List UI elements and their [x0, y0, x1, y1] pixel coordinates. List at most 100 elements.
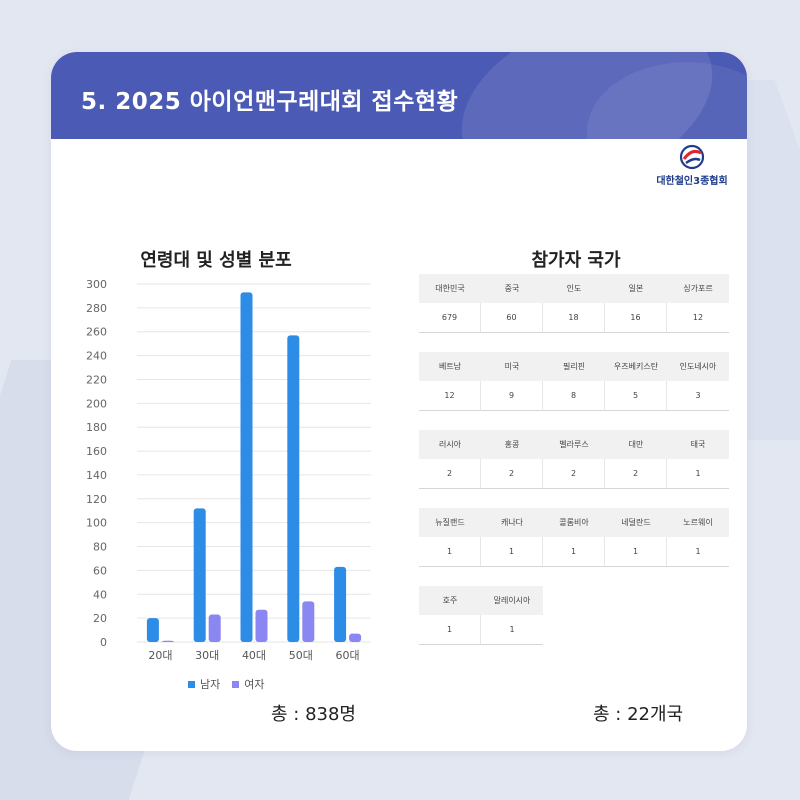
country-name-row: 대한민국 중국 인도 일본 싱가포르 — [419, 274, 730, 303]
y-tick-label: 220 — [86, 373, 107, 386]
country-count: 1 — [419, 537, 481, 567]
y-tick-label: 180 — [86, 421, 107, 434]
bar-female-4 — [349, 633, 362, 642]
country-count: 679 — [419, 303, 481, 333]
country-name: 러시아 — [419, 430, 481, 459]
country-name: 중국 — [481, 274, 543, 303]
y-tick-label: 140 — [86, 469, 107, 482]
y-tick-label: 60 — [93, 564, 107, 577]
country-name: 필리핀 — [543, 352, 605, 381]
country-group: 호주 말레이시아 1 1 — [419, 586, 730, 645]
country-name: 벨라루스 — [543, 430, 605, 459]
y-tick-label: 280 — [86, 302, 107, 315]
country-name-row: 러시아 홍콩 벨라루스 대만 태국 — [419, 430, 730, 459]
y-tick-label: 20 — [93, 612, 107, 625]
country-name: 태국 — [667, 430, 729, 459]
logo-text: 대한철인3종협회 — [656, 176, 728, 187]
y-tick-label: 300 — [86, 278, 107, 291]
country-name: 콜롬비아 — [543, 508, 605, 537]
country-count: 3 — [667, 381, 729, 411]
country-name-row: 호주 말레이시아 — [419, 586, 730, 615]
country-count: 2 — [605, 459, 667, 489]
chart-legend: 남자 여자 — [188, 676, 265, 692]
total-countries: 총 : 22개국 — [593, 704, 684, 725]
country-name: 네덜란드 — [605, 508, 667, 537]
country-count: 1 — [667, 459, 729, 489]
country-name: 인도 — [543, 274, 605, 303]
country-count: 8 — [543, 381, 605, 411]
y-tick-label: 0 — [100, 636, 107, 649]
bar-male-4 — [334, 566, 347, 642]
bar-female-1 — [208, 614, 221, 642]
country-count: 18 — [543, 303, 605, 333]
country-count: 9 — [481, 381, 543, 411]
country-name: 캐나다 — [481, 508, 543, 537]
country-count: 5 — [605, 381, 667, 411]
y-tick-label: 160 — [86, 445, 107, 458]
country-count: 1 — [543, 537, 605, 567]
legend-swatch-female — [232, 680, 240, 688]
country-count: 12 — [419, 381, 481, 411]
country-group: 대한민국 중국 인도 일본 싱가포르 679 60 18 16 12 — [419, 274, 730, 333]
bar-male-2 — [240, 292, 253, 642]
country-count: 2 — [419, 459, 481, 489]
country-name-row: 뉴질랜드 캐나다 콜롬비아 네덜란드 노르웨이 — [419, 508, 730, 537]
country-name: 호주 — [419, 586, 481, 615]
legend-item-male: 남자 — [188, 676, 220, 692]
country-count: 60 — [481, 303, 543, 333]
association-logo: 대한철인3종협회 — [647, 144, 737, 187]
country-name: 대한민국 — [419, 274, 481, 303]
y-tick-label: 260 — [86, 326, 107, 339]
x-tick-label: 20대 — [148, 649, 172, 662]
y-tick-label: 200 — [86, 397, 107, 410]
y-tick-label: 120 — [86, 493, 107, 506]
country-name: 일본 — [605, 274, 667, 303]
bar-male-0 — [146, 618, 159, 642]
country-name: 인도네시아 — [667, 352, 729, 381]
country-count-row: 12 9 8 5 3 — [419, 381, 730, 411]
x-tick-label: 40대 — [242, 649, 266, 662]
page-title: 5. 2025 아이언맨구레대회 접수현황 — [81, 89, 459, 115]
country-count: 1 — [481, 615, 543, 645]
bar-female-0 — [161, 640, 174, 642]
country-name: 홍콩 — [481, 430, 543, 459]
country-count: 1 — [481, 537, 543, 567]
country-table: 대한민국 중국 인도 일본 싱가포르 679 60 18 16 12 베트남 미국 필리핀 우즈베키스탄 인… — [419, 274, 730, 664]
triathlon-logo-icon — [679, 144, 705, 170]
country-name: 베트남 — [419, 352, 481, 381]
country-name: 싱가포르 — [667, 274, 729, 303]
bar-male-3 — [287, 335, 300, 642]
country-count-row: 679 60 18 16 12 — [419, 303, 730, 333]
countries-title: 참가자 국가 — [531, 250, 621, 271]
country-name: 말레이시아 — [481, 586, 543, 615]
legend-item-female: 여자 — [232, 676, 265, 692]
bar-male-1 — [193, 508, 206, 642]
legend-swatch-male — [188, 680, 195, 688]
total-participants: 총 : 838명 — [271, 704, 356, 725]
report-card: 5. 2025 아이언맨구레대회 접수현황 대한철인3종협회 연령대 및 성별 … — [51, 52, 747, 751]
country-group: 뉴질랜드 캐나다 콜롬비아 네덜란드 노르웨이 1 1 1 1 1 — [419, 508, 730, 567]
x-tick-label: 30대 — [195, 649, 219, 662]
country-name: 노르웨이 — [667, 508, 729, 537]
x-tick-label: 60대 — [336, 649, 360, 662]
country-count: 2 — [543, 459, 605, 489]
country-name-row: 베트남 미국 필리핀 우즈베키스탄 인도네시아 — [419, 352, 730, 381]
chart-title: 연령대 및 성별 분포 — [140, 250, 292, 271]
country-count: 16 — [605, 303, 667, 333]
y-tick-label: 240 — [86, 350, 107, 363]
x-tick-label: 50대 — [289, 649, 313, 662]
country-count: 1 — [605, 537, 667, 567]
country-name: 대만 — [605, 430, 667, 459]
y-tick-label: 40 — [93, 588, 107, 601]
country-count: 2 — [481, 459, 543, 489]
country-count: 1 — [667, 537, 729, 567]
y-tick-label: 80 — [93, 541, 107, 554]
bar-female-3 — [302, 601, 315, 642]
country-group: 베트남 미국 필리핀 우즈베키스탄 인도네시아 12 9 8 5 3 — [419, 352, 730, 411]
country-name: 뉴질랜드 — [419, 508, 481, 537]
legend-label-female: 여자 — [244, 678, 265, 691]
header-banner: 5. 2025 아이언맨구레대회 접수현황 — [51, 52, 747, 139]
